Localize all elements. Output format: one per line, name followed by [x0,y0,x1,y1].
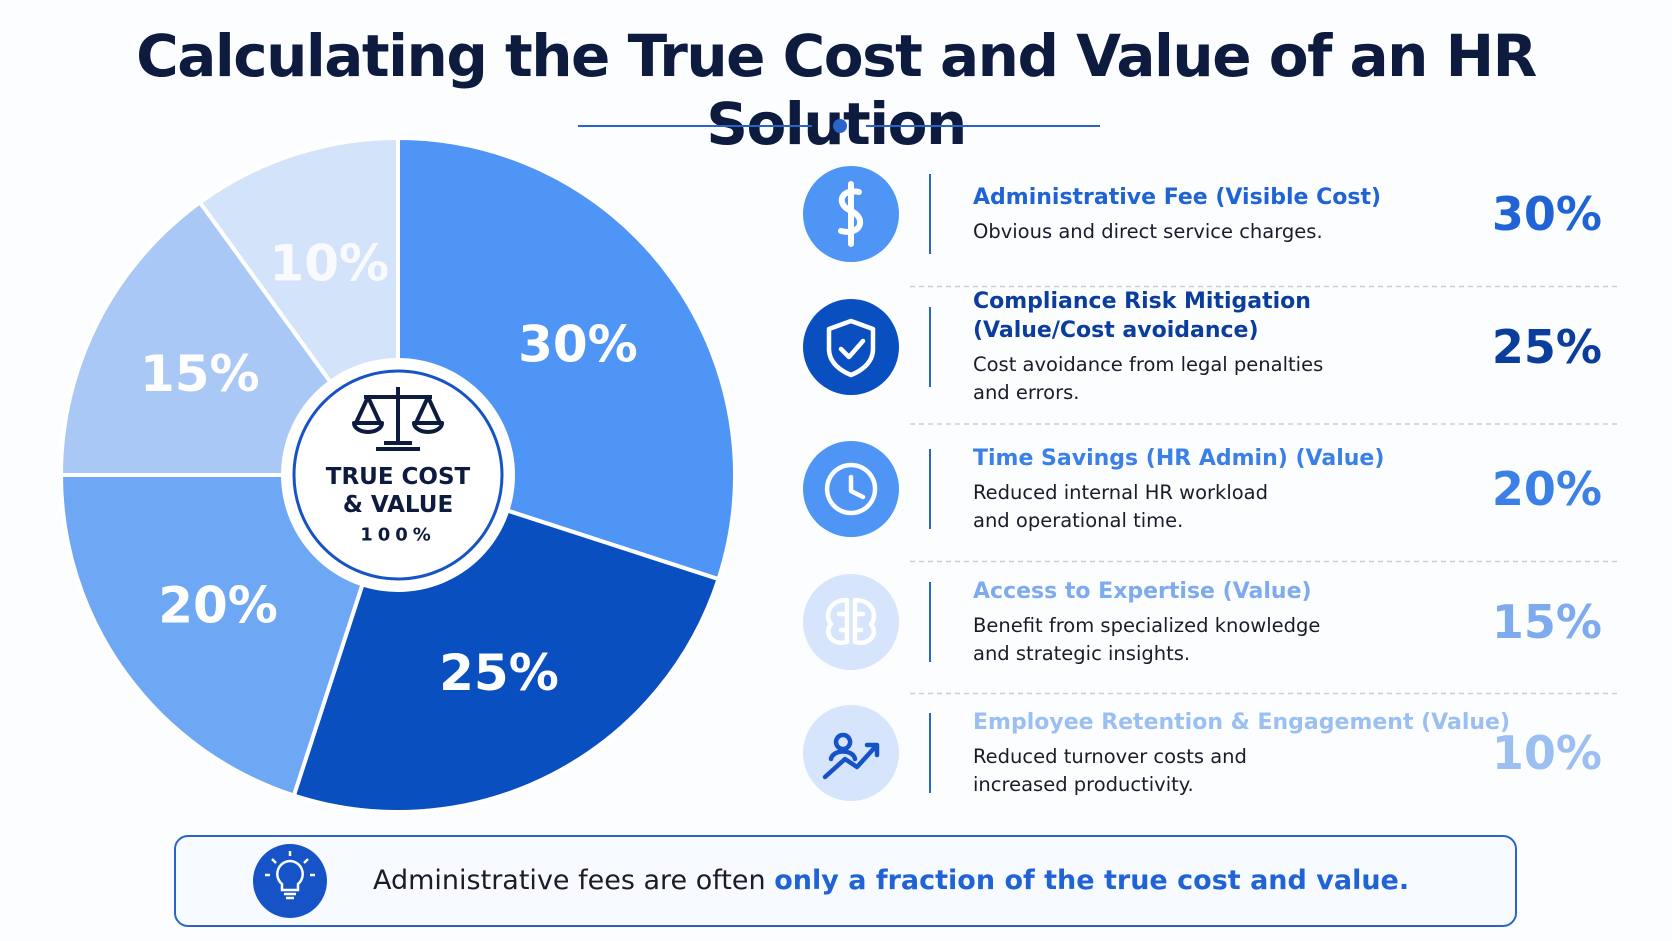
description-line: and errors. [973,381,1080,404]
description-line: Reduced internal HR workload [973,480,1268,504]
slice-label: 30% [518,315,638,373]
footer-text: Administrative fees are often only a fra… [373,837,1409,925]
description-line: Cost avoidance from legal penalties [973,353,1324,376]
legend-row: Access to Expertise (Value) Benefit from … [973,562,1593,682]
description-line: and operational time. [973,508,1184,532]
bulb-icon [253,844,327,918]
footer-box: Administrative fees are often only a fra… [174,835,1517,927]
description-line: and strategic insights. [973,641,1191,665]
row-icon-bg [803,299,899,395]
description-line: Obvious and direct service charges. [973,219,1323,243]
pie: 30% 25% 20% 15%10% TRUE COST& VALUE 100% [58,135,737,814]
slice-label: 25% [439,644,559,702]
description-line: Reduced turnover costs and [973,744,1247,768]
row-icon-bg [803,574,899,670]
legend-description: Obvious and direct service charges. [973,218,1593,246]
slice-label: 10% [269,234,389,292]
legend-percent: 30% [1491,187,1602,241]
description-line: Benefit from specialized knowledge [973,613,1321,637]
legend-row: Employee Retention & Engagement (Value) R… [973,693,1593,813]
description-line: increased productivity. [973,772,1194,796]
divider-dot [833,119,847,133]
center-total: 100% [360,525,436,546]
slice-label: 20% [158,577,278,635]
center-ring [292,369,504,581]
row-icon [838,181,864,247]
legend-description: Reduced turnover costs and increased prod… [973,743,1593,799]
scale-icon [352,387,444,451]
legend-title: Employee Retention & Engagement (Value) [973,709,1511,735]
row-icon [825,597,877,646]
legend-title: Administrative Fee (Visible Cost) [973,184,1382,210]
legend-row: Time Savings (HR Admin) (Value) Reduced i… [973,429,1593,549]
legend-title: Compliance Risk Mitigation (Value/Cost a… [973,289,1311,343]
legend-percent: 20% [1491,462,1602,516]
legend-description: Reduced internal HR workload and operatio… [973,479,1593,535]
legend-percent: 15% [1491,595,1602,649]
slice-label: 15% [140,345,260,403]
legend-title: Access to Expertise (Value) [973,578,1312,604]
center-label: & VALUE [343,492,453,518]
row-icon [826,318,876,378]
legend-description: Benefit from specialized knowledge and st… [973,612,1593,668]
scale-shape [352,387,444,451]
legend-icons [803,166,1620,801]
legend-row: Compliance Risk Mitigation (Value/Cost a… [973,287,1593,407]
legend-percent: 25% [1491,320,1602,374]
center-label: TRUE COST [326,464,471,490]
footer-text-highlight: only a fraction of the true cost and val… [774,865,1410,896]
footer-text-plain: Administrative fees are often [373,865,775,896]
center-circle [281,358,515,592]
legend-percent: 10% [1491,726,1602,780]
legend-title: Time Savings (HR Admin) (Value) [973,445,1385,471]
row-icon [824,462,878,516]
legend-description: Cost avoidance from legal penalties and e… [973,351,1593,407]
legend-row: Administrative Fee (Visible Cost) Obvious… [973,154,1593,274]
row-icon [822,732,880,780]
